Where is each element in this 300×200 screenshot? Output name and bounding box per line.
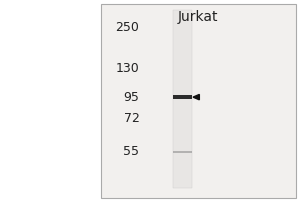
Bar: [100, 4, 296, 198]
Bar: [173, 10, 192, 188]
Text: 95: 95: [124, 91, 140, 104]
Text: 55: 55: [124, 145, 140, 158]
Text: 250: 250: [116, 21, 140, 34]
Bar: [173, 151, 192, 153]
Polygon shape: [193, 94, 200, 100]
Text: 72: 72: [124, 112, 140, 125]
Bar: [173, 95, 192, 99]
Text: 130: 130: [116, 62, 140, 75]
Text: Jurkat: Jurkat: [178, 10, 218, 24]
